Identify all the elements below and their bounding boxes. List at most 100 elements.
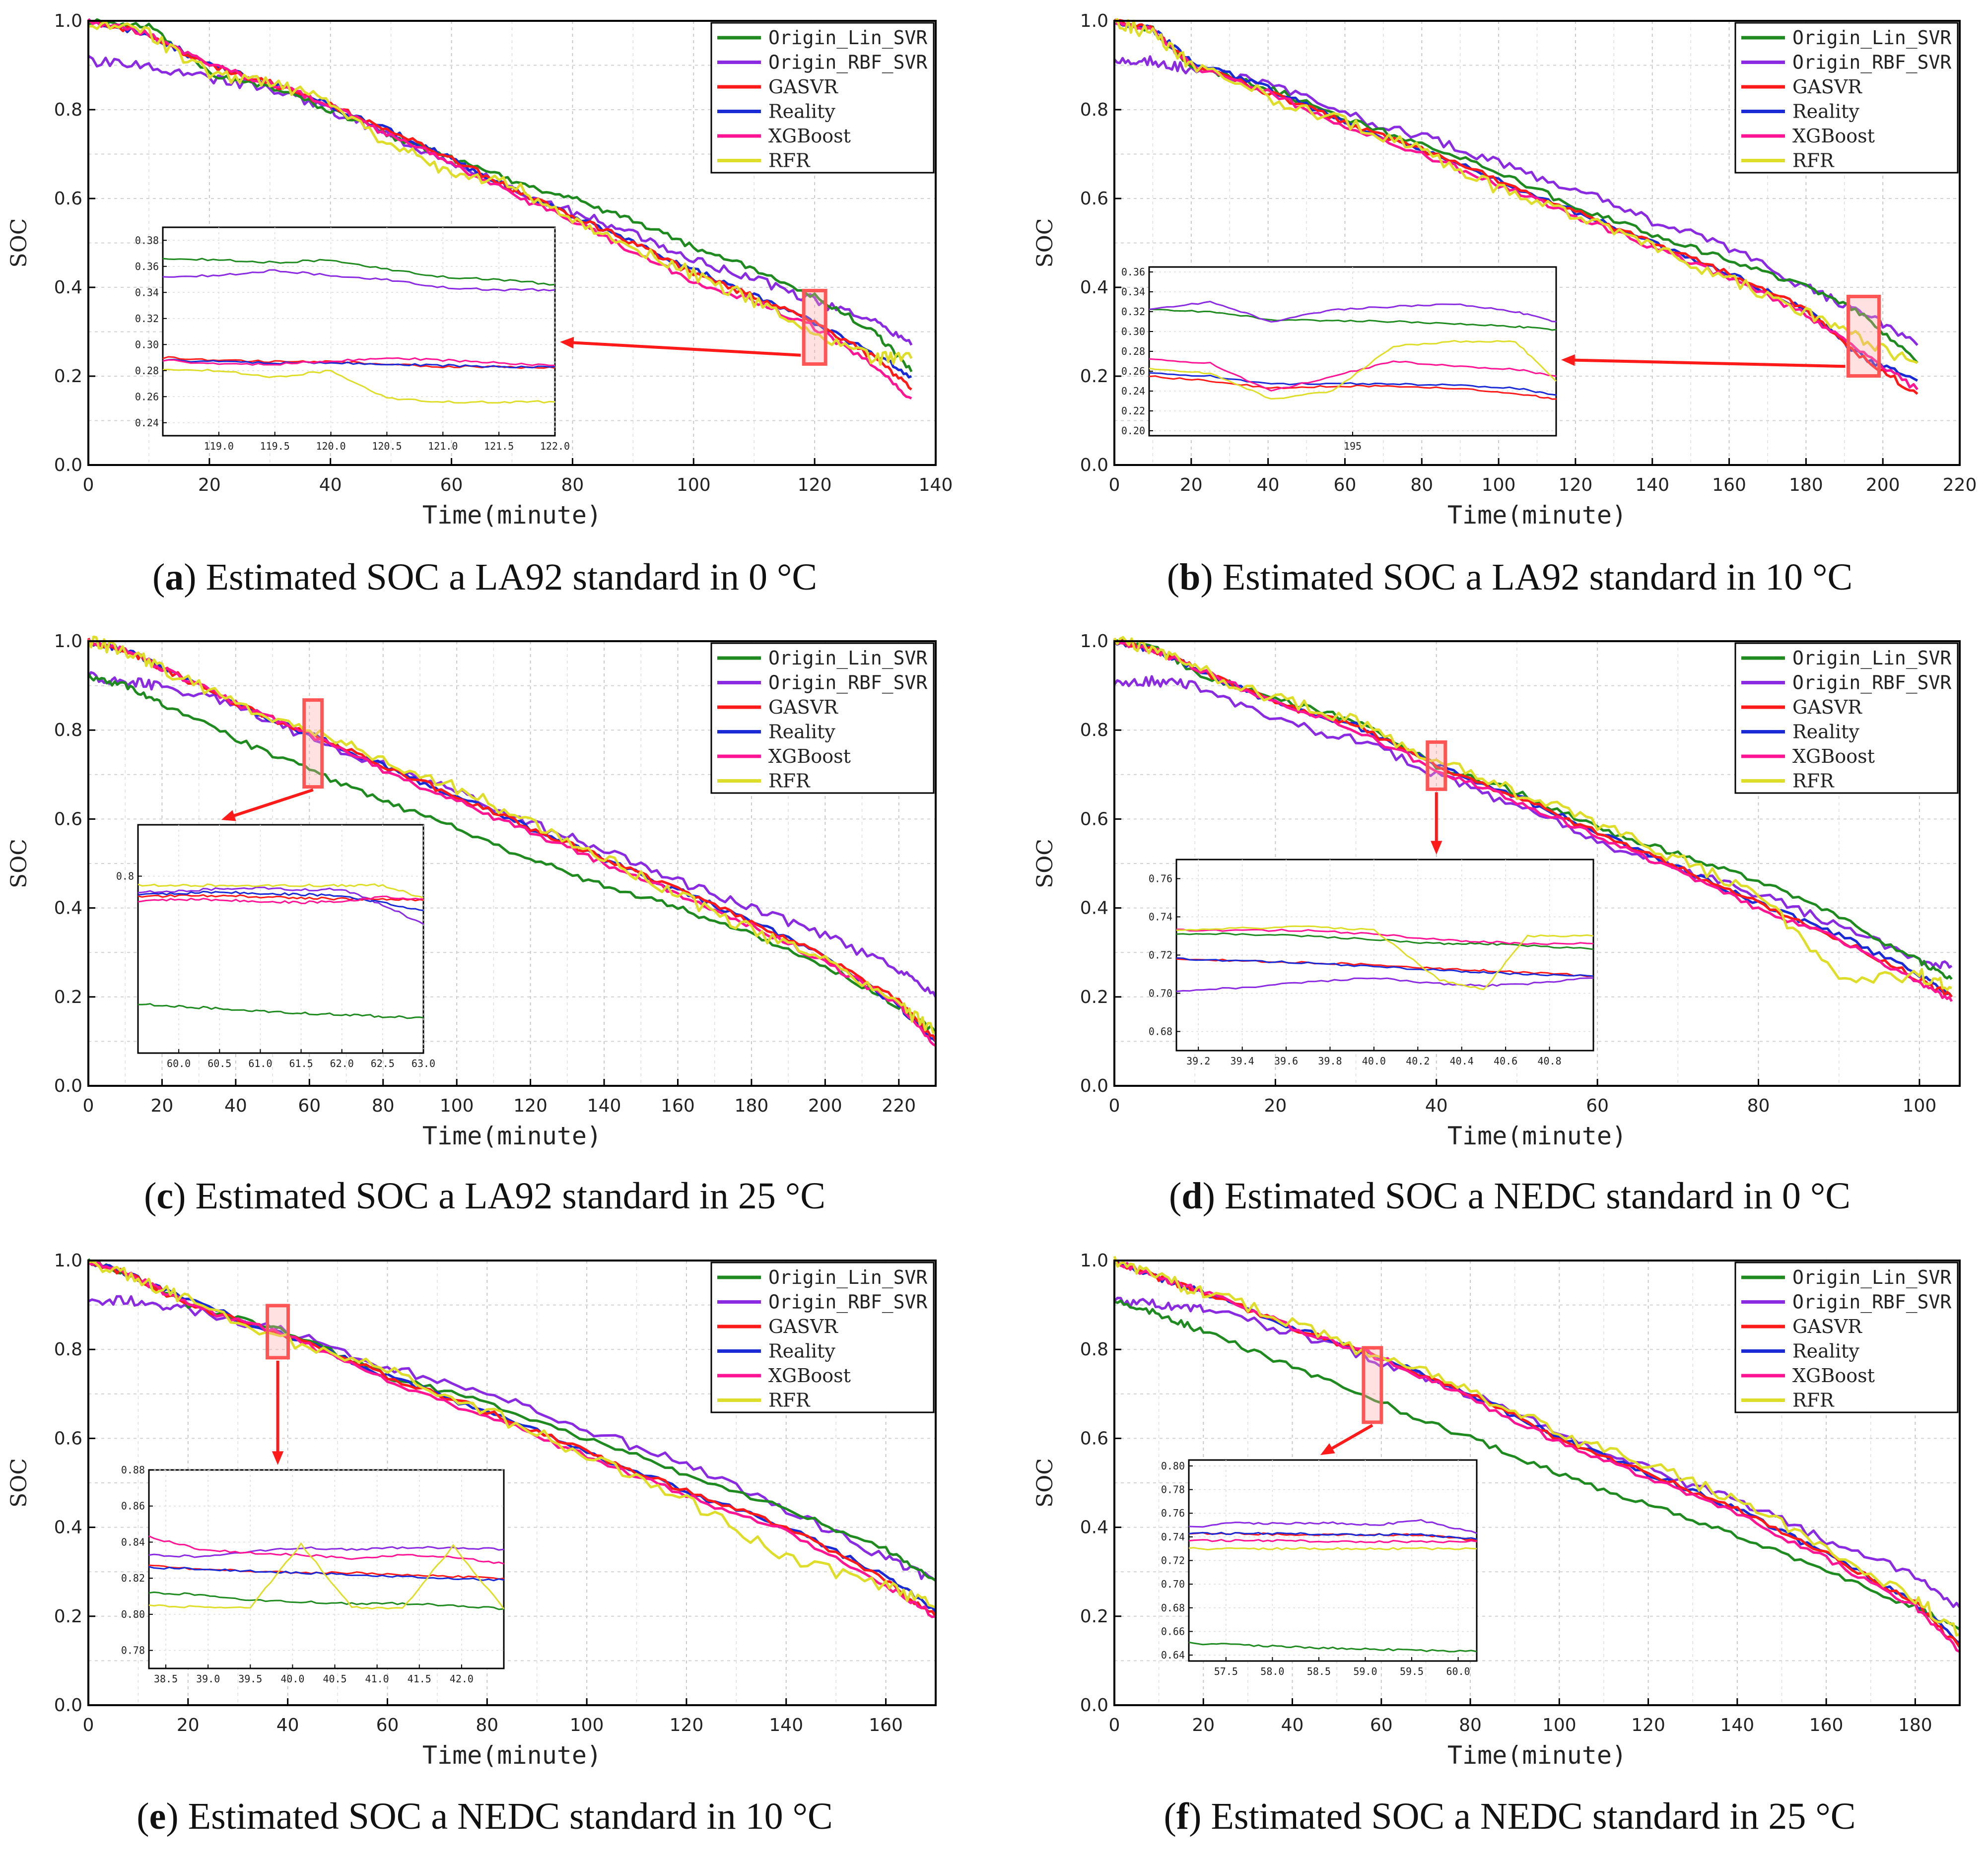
legend-label: XGBoost [1792,1365,1875,1387]
legend-label: Origin_RBF_SVR [1792,52,1951,74]
legend-label: GASVR [1792,1316,1862,1337]
y-tick-label: 1.0 [1080,631,1108,652]
x-tick-label: 140 [919,475,953,495]
y-tick-label: 0.8 [1080,100,1108,120]
y-tick-label: 0.8 [54,1339,82,1360]
caption-paren-open: ( [1169,1175,1181,1217]
inset-y-tick-label: 0.88 [121,1464,145,1476]
caption-text: Estimated SOC a LA92 standard in 25 °C [195,1175,825,1217]
inset-series-line-rfr [1188,1547,1477,1551]
inset-y-tick-label: 0.38 [135,234,159,246]
inset-x-tick-label: 121.0 [428,440,458,452]
legend-label: Origin_Lin_SVR [768,1266,927,1289]
inset-x-tick-label: 120.5 [372,440,402,452]
inset-y-tick-label: 0.74 [1149,911,1172,923]
caption-text: Estimated SOC a LA92 standard in 10 °C [1223,556,1852,598]
x-tick-label: 20 [1192,1715,1215,1735]
inset-series-line-gasvr [1149,375,1557,400]
inset-y-tick-label: 0.68 [1161,1602,1185,1614]
zoom-arrow-head [221,810,236,821]
inset-x-tick-label: 40.6 [1494,1055,1517,1067]
x-tick-label: 80 [1410,475,1433,495]
y-axis-title: SOC [6,839,32,888]
x-tick-label: 20 [1180,475,1203,495]
inset-x-tick-label: 63.0 [411,1058,435,1069]
series-line-origin-rbf-svr [87,671,937,997]
y-tick-label: 0.8 [1080,720,1108,740]
inset-x-tick-label: 59.5 [1400,1665,1424,1677]
inset-y-tick-label: 0.28 [1121,345,1145,357]
zoom-highlight-box [302,698,324,789]
inset-x-tick-label: 40.4 [1450,1055,1474,1067]
caption-paren-open: ( [137,1795,149,1837]
inset-series-line-reality [148,1566,504,1582]
caption-text: Estimated SOC a NEDC standard in 25 °C [1211,1795,1855,1837]
x-tick-label: 200 [808,1096,842,1116]
inset-y-tick-label: 0.30 [135,338,159,350]
inset-series-line-origin-rbf-svr [137,886,424,925]
inset-y-tick-label: 0.68 [1149,1026,1172,1038]
legend-label: Origin_Lin_SVR [768,27,927,49]
inset-series-line-rfr [1176,925,1594,991]
y-axis-title: SOC [1032,1458,1058,1508]
y-tick-label: 0.2 [1080,366,1108,387]
inset-series-line-origin-rbf-svr [1149,301,1557,323]
y-tick-label: 0.4 [1080,1518,1108,1538]
zoom-arrow-head [1561,354,1575,366]
legend-label: GASVR [1792,696,1862,718]
legend-label: Reality [1792,1340,1859,1362]
inset-x-tick-label: 40.8 [1537,1055,1561,1067]
y-tick-label: 1.0 [1080,11,1108,31]
x-tick-label: 100 [1482,475,1516,495]
zoom-inset: 57.5 58.0 58.5 59.0 59.5 60.0 0.64 0.66 0.68 0.70… [1161,1459,1478,1677]
x-tick-label: 100 [1903,1096,1937,1116]
inset-y-tick-label: 0.64 [1161,1649,1185,1661]
y-tick-label: 0.0 [1080,455,1108,475]
y-tick-label: 0.8 [54,720,82,740]
legend-label: Origin_RBF_SVR [768,52,927,74]
axis-ticks: 0 20 40 60 80 100 120 140 160 180 200 220 0.0 0.2 0.4 0… [54,631,916,1116]
panel-caption: (f) Estimated SOC a NEDC standard in 25 … [1164,1795,1856,1837]
caption-paren-close: ) [1200,556,1222,598]
inset-series-line-origin-lin-svr [137,1003,424,1019]
inset-y-tick-label: 0.76 [1149,873,1172,885]
inset-x-tick-label: 39.5 [238,1673,262,1685]
axis-ticks: 0 20 40 60 80 100 120 140 160 180 200 220 0.0 0.2 0.4 0… [1080,11,1977,495]
y-axis-title: SOC [6,1458,32,1508]
legend-label: RFR [768,1390,811,1411]
series-line-rfr [88,20,913,366]
inset-x-tick-label: 119.0 [204,440,234,452]
x-tick-label: 0 [1109,475,1120,495]
caption-letter: f [1176,1795,1190,1837]
y-tick-label: 0.8 [54,100,82,120]
panel-caption: (e) Estimated SOC a NEDC standard in 10 … [137,1795,832,1837]
inset-x-tick-label: 121.5 [484,440,514,452]
caption-letter: a [165,556,184,598]
caption-text: Estimated SOC a NEDC standard in 10 °C [188,1795,833,1837]
series-line-rfr [88,1260,936,1609]
caption-paren-close: ) [1189,1795,1211,1837]
y-tick-label: 0.4 [1080,277,1108,298]
series-line-xgboost [1114,641,1953,1002]
legend-label: GASVR [768,696,838,718]
axis-ticks: 0 20 40 60 80 100 120 140 160 180 0.0 0.2 0.4 0.6 0.8 1… [1080,1251,1932,1735]
legend-label: XGBoost [768,745,851,767]
zoom-arrow-line [568,340,801,357]
x-tick-label: 160 [869,1715,903,1735]
series-line-origin-rbf-svr [87,1295,937,1582]
y-tick-label: 0.0 [1080,1695,1108,1716]
inset-y-tick-label: 0.80 [1161,1460,1185,1472]
inset-x-tick-label: 38.5 [154,1673,178,1685]
series-lines [87,1258,937,1618]
y-tick-label: 0.6 [54,1428,82,1449]
chart-panel-a: 0 20 40 60 80 100 120 140 0.0 0.2 0.4 0.6 0.8 1.0 Time… [6,11,953,598]
legend-label: Reality [768,1340,835,1362]
inset-x-tick-label: 39.0 [196,1673,220,1685]
inset-y-tick-label: 0.86 [121,1500,145,1512]
series-lines [1113,18,1919,395]
inset-x-tick-label: 61.5 [289,1058,313,1069]
x-tick-label: 40 [1281,1715,1304,1735]
series-lines [87,18,913,400]
y-tick-label: 0.2 [54,366,82,387]
